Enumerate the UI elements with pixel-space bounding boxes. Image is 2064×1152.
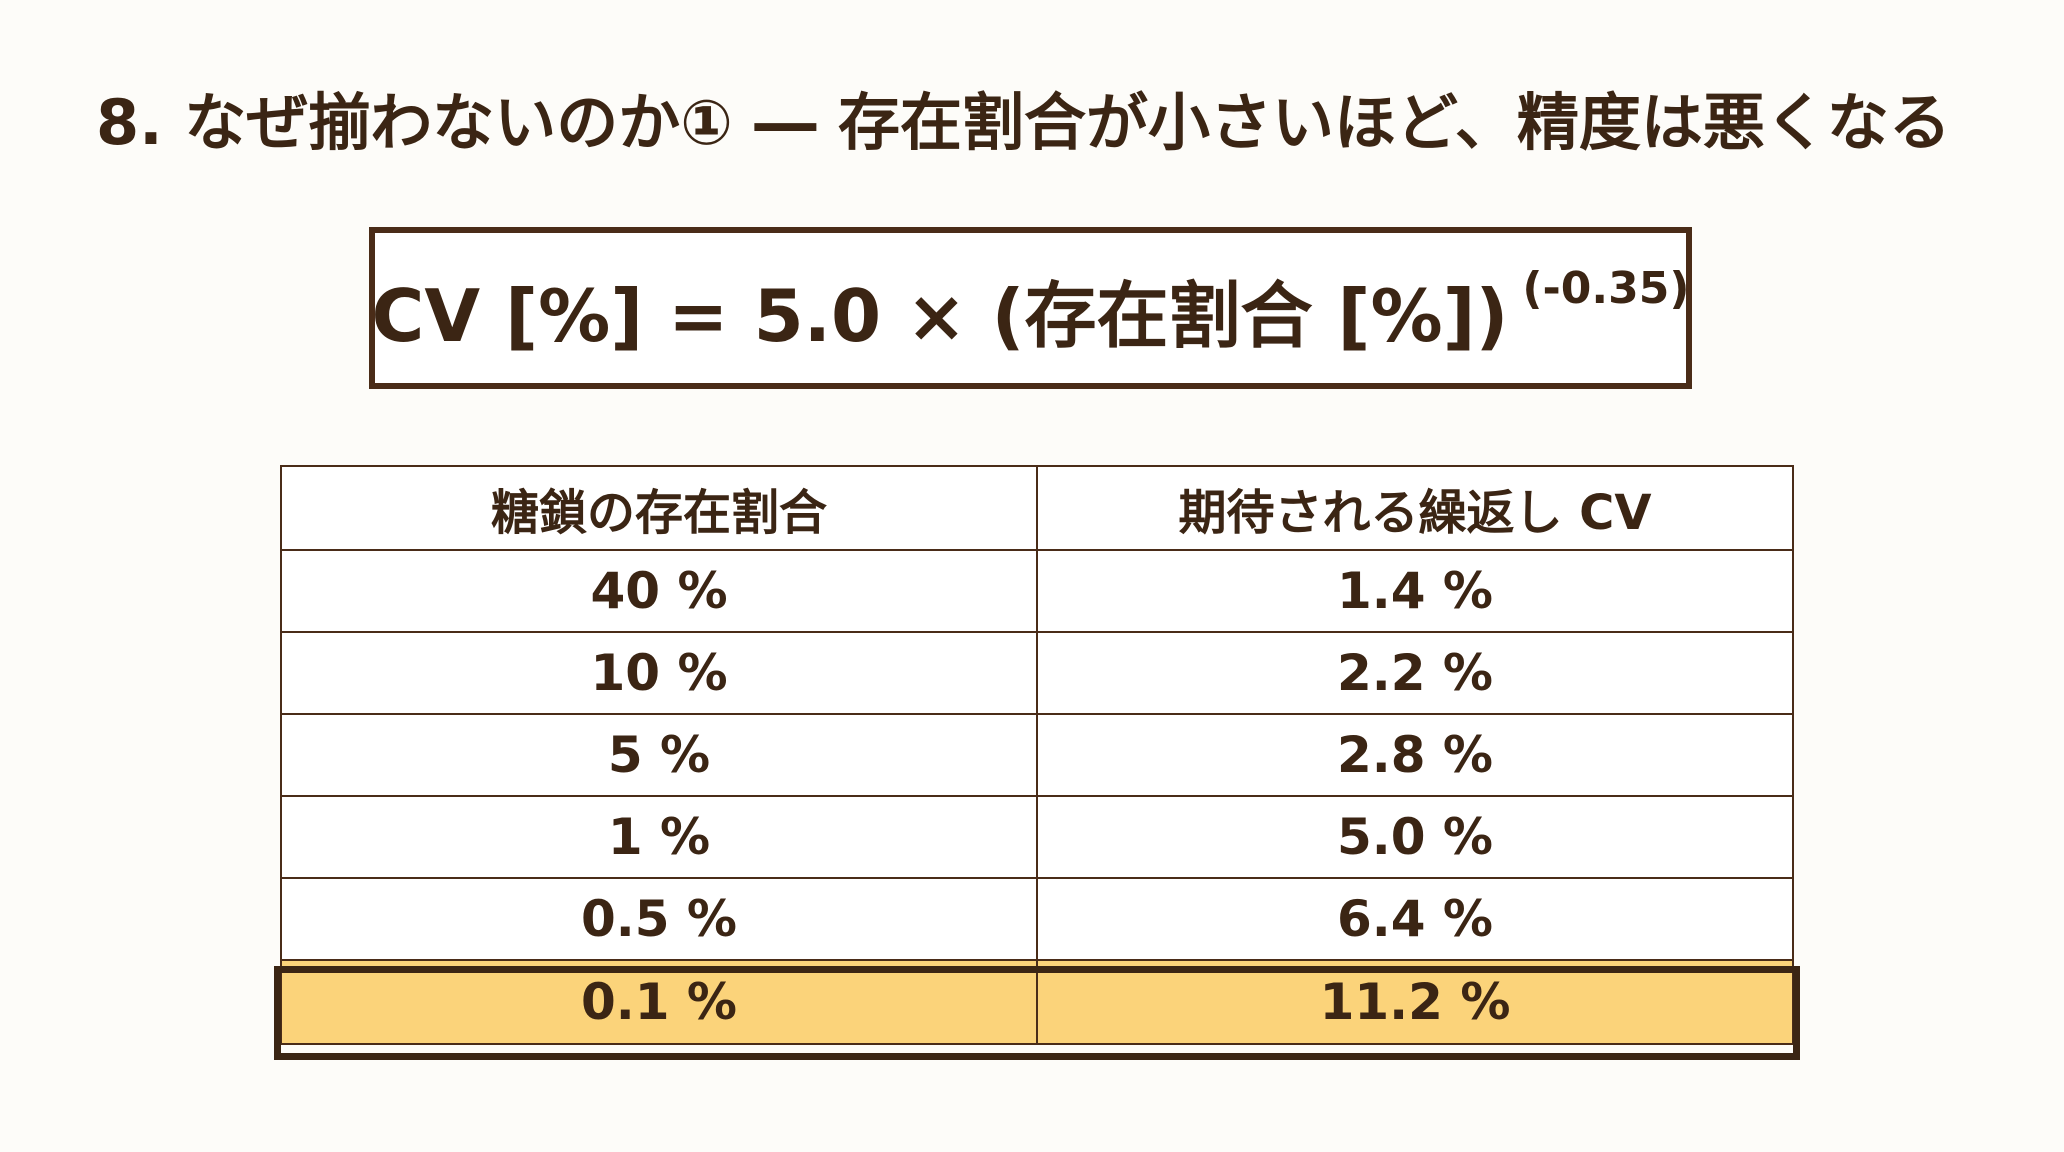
cell-cv: 6.4 % bbox=[1036, 877, 1794, 961]
slide-title: 8. なぜ揃わないのか① ― 存在割合が小さいほど、精度は悪くなる bbox=[96, 86, 1951, 159]
table-row: 5 % 2.8 % bbox=[280, 713, 1794, 797]
cell-cv: 2.2 % bbox=[1036, 631, 1794, 715]
cell-cv: 5.0 % bbox=[1036, 795, 1794, 879]
cv-table: 糖鎖の存在割合 期待される繰返し CV 40 % 1.4 % 10 % 2.2 … bbox=[280, 465, 1794, 1045]
table-row: 0.5 % 6.4 % bbox=[280, 877, 1794, 961]
cell-abundance: 0.5 % bbox=[280, 877, 1038, 961]
table-header-row: 糖鎖の存在割合 期待される繰返し CV bbox=[280, 465, 1794, 551]
cell-abundance: 1 % bbox=[280, 795, 1038, 879]
header-expected-cv: 期待される繰返し CV bbox=[1036, 465, 1794, 551]
cell-abundance: 5 % bbox=[280, 713, 1038, 797]
cell-abundance: 0.1 % bbox=[280, 959, 1038, 1045]
cell-cv: 2.8 % bbox=[1036, 713, 1794, 797]
formula: CV [%] = 5.0 × (存在割合 [%]) (-0.35) bbox=[372, 267, 1690, 353]
table-row: 40 % 1.4 % bbox=[280, 549, 1794, 633]
table-row: 10 % 2.2 % bbox=[280, 631, 1794, 715]
formula-exponent: (-0.35) bbox=[1522, 263, 1690, 314]
formula-box: CV [%] = 5.0 × (存在割合 [%]) (-0.35) bbox=[369, 227, 1692, 389]
table-row-highlighted: 0.1 % 11.2 % bbox=[280, 959, 1794, 1045]
cell-abundance: 10 % bbox=[280, 631, 1038, 715]
formula-main: CV [%] = 5.0 × (存在割合 [%]) bbox=[371, 274, 1509, 358]
cell-cv: 1.4 % bbox=[1036, 549, 1794, 633]
cell-cv: 11.2 % bbox=[1036, 959, 1794, 1045]
cell-abundance: 40 % bbox=[280, 549, 1038, 633]
table-row: 1 % 5.0 % bbox=[280, 795, 1794, 879]
header-abundance: 糖鎖の存在割合 bbox=[280, 465, 1038, 551]
